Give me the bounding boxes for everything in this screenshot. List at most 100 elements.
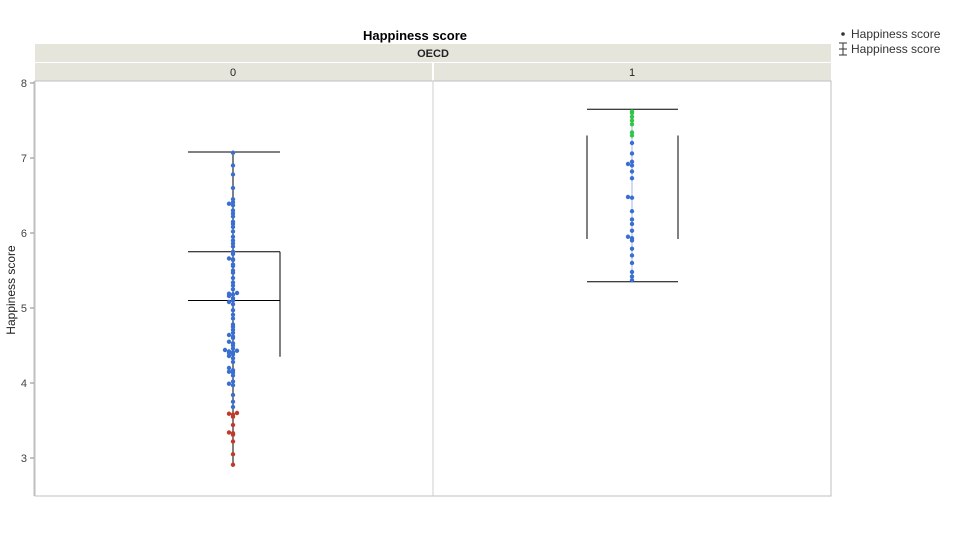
data-point (230, 172, 236, 177)
data-points (222, 109, 635, 467)
data-point (230, 280, 236, 285)
data-point (629, 159, 635, 164)
data-point (230, 287, 236, 292)
data-point (625, 234, 631, 239)
data-point (230, 431, 236, 436)
data-point (230, 249, 236, 254)
data-point (230, 163, 236, 168)
data-point (230, 229, 236, 234)
data-point (629, 269, 635, 275)
data-point (629, 209, 635, 214)
data-point (629, 195, 635, 200)
data-point (629, 122, 635, 127)
data-point (629, 217, 635, 222)
data-point (629, 118, 635, 123)
data-point (234, 410, 240, 416)
data-point (230, 368, 236, 373)
data-point (230, 268, 236, 273)
data-point (629, 114, 635, 119)
group-header-label: OECD (417, 48, 449, 60)
data-point (230, 275, 236, 281)
data-point (629, 260, 635, 266)
y-tick-label: 8 (21, 78, 27, 90)
data-point (226, 381, 232, 386)
data-point (629, 246, 635, 251)
legend-point-icon (841, 32, 845, 36)
data-point (230, 452, 236, 457)
data-point (230, 197, 236, 202)
data-point (226, 201, 232, 206)
data-point (230, 392, 236, 398)
data-point (226, 369, 232, 374)
data-point (629, 109, 635, 114)
group-header-bar (35, 44, 831, 62)
y-tick-label: 5 (21, 303, 27, 315)
data-point (629, 169, 635, 174)
data-point (222, 347, 228, 353)
data-point (226, 339, 232, 344)
data-point (629, 236, 635, 241)
y-axis: 3 4 5 6 7 8 (21, 78, 35, 496)
legend-box-icon (839, 42, 847, 56)
data-point (625, 161, 631, 167)
data-point (230, 322, 236, 327)
data-point (230, 296, 236, 301)
data-point (629, 221, 635, 227)
data-point (230, 334, 236, 339)
group-1-header (434, 63, 831, 81)
data-point (230, 399, 236, 404)
data-point (629, 176, 635, 181)
data-point (629, 140, 635, 146)
data-point (629, 130, 635, 135)
data-point (230, 208, 236, 213)
data-point (226, 256, 232, 261)
data-point (230, 383, 236, 388)
data-point (230, 439, 236, 444)
data-point (226, 349, 232, 354)
data-point (230, 262, 236, 267)
group-0-header (35, 63, 432, 81)
data-point (230, 356, 236, 361)
data-point (629, 151, 635, 156)
data-point (230, 302, 236, 307)
data-point (230, 308, 236, 313)
data-point (234, 348, 240, 353)
data-point (226, 291, 232, 296)
data-point (230, 234, 236, 239)
data-point (230, 219, 236, 224)
data-point (230, 422, 236, 428)
data-point (230, 185, 236, 191)
y-tick-label: 6 (21, 228, 27, 240)
legend-item-points: Happiness score (851, 27, 941, 41)
data-point (629, 228, 635, 233)
data-point (234, 290, 240, 296)
data-point (226, 299, 232, 305)
chart-title: Happiness score (363, 28, 467, 43)
data-point (230, 316, 236, 321)
data-point (226, 332, 232, 338)
data-point (226, 430, 232, 435)
data-point (625, 194, 631, 200)
data-point (629, 278, 635, 283)
data-point (226, 411, 232, 416)
y-axis-label: Happiness score (4, 245, 18, 335)
data-point (230, 379, 236, 384)
data-point (230, 341, 236, 346)
data-point (629, 274, 635, 279)
y-tick-label: 3 (21, 453, 27, 465)
data-point (230, 462, 236, 467)
data-point (230, 150, 236, 155)
data-point (629, 253, 635, 258)
data-point (230, 238, 236, 243)
group-1-label: 1 (629, 67, 635, 79)
data-point (629, 163, 635, 168)
group-0-label: 0 (230, 67, 236, 79)
y-tick-label: 7 (21, 153, 27, 165)
data-point (230, 359, 236, 365)
data-point (230, 292, 236, 297)
legend: Happiness score Happiness score (839, 27, 941, 56)
data-point (230, 412, 236, 417)
data-point (226, 365, 232, 371)
data-point (230, 312, 236, 317)
